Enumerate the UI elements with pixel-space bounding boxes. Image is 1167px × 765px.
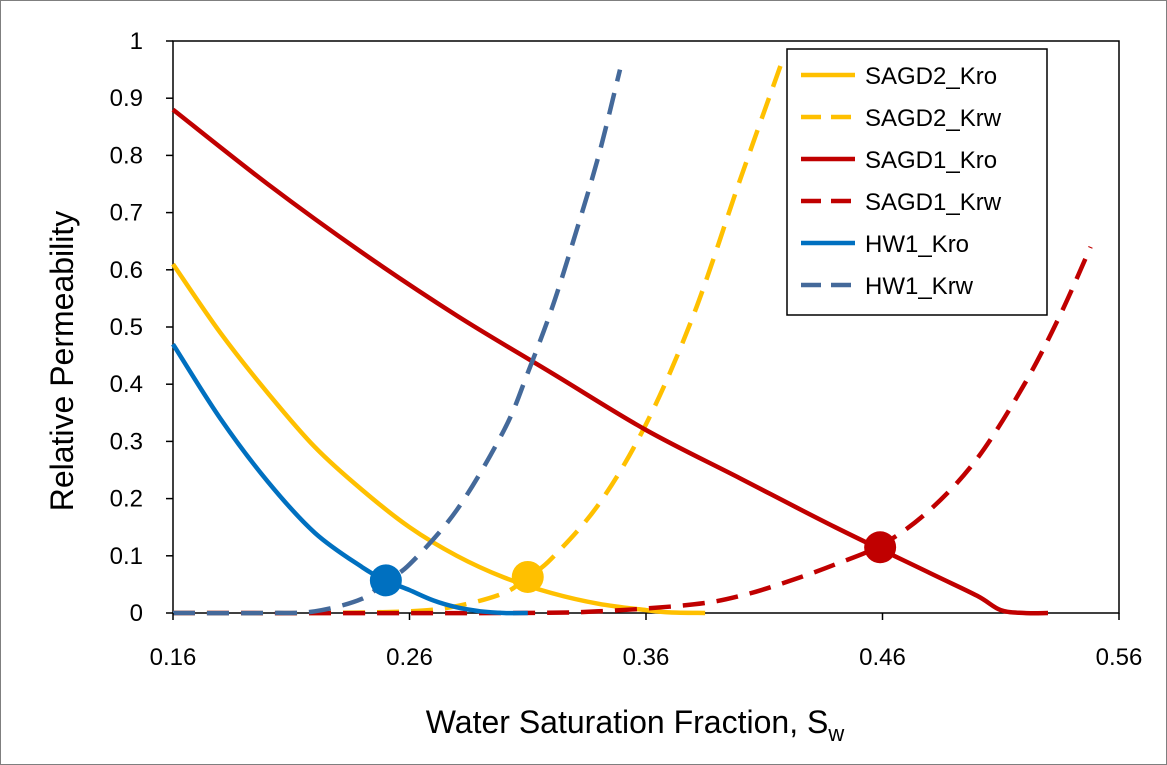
legend-label-hw1-krw: HW1_Krw [865, 273, 974, 300]
crossover-point-marker [864, 531, 897, 564]
y-tick-label: 0.3 [110, 428, 143, 455]
y-tick-label: 0.5 [110, 314, 143, 341]
x-tick-label: 0.36 [623, 644, 670, 671]
x-tick-label: 0.26 [386, 644, 433, 671]
legend-label-sagd1-kro: SAGD1_Kro [865, 147, 997, 174]
legend-label-sagd2-kro: SAGD2_Kro [865, 63, 997, 90]
crossover-point-marker [369, 564, 402, 597]
y-tick-label: 0 [130, 600, 143, 627]
series-line-sagd1-krw [172, 245, 1093, 616]
legend-box [786, 48, 1048, 316]
legend-label-hw1-kro: HW1_Kro [865, 231, 969, 258]
legend-label-sagd2-krw: SAGD2_Krw [865, 105, 1002, 132]
y-axis-title: Relative Permeability [44, 211, 80, 512]
x-tick-label: 0.46 [859, 644, 906, 671]
legend-label-sagd1-krw: SAGD1_Krw [865, 189, 1002, 216]
series-line-hw1-krw [172, 69, 623, 616]
y-tick-label: 0.8 [110, 142, 143, 169]
y-tick-label: 1 [130, 28, 143, 55]
y-tick-label: 0.6 [110, 257, 143, 284]
crossover-point-marker [511, 560, 544, 593]
y-tick-label: 0.7 [110, 200, 143, 227]
x-axis-title: Water Saturation Fraction, Sw [426, 704, 845, 746]
x-axis-title-main: Water Saturation Fraction, S [426, 704, 829, 740]
series-line-sagd2-krw [172, 57, 786, 616]
y-tick-label: 0.1 [110, 543, 143, 570]
x-axis-title-subscript: w [827, 721, 844, 746]
series-line-sagd1-kro [171, 107, 1049, 616]
y-tick-label: 0.4 [110, 371, 143, 398]
x-tick-label: 0.16 [150, 644, 197, 671]
y-tick-label: 0.2 [110, 486, 143, 513]
x-tick-label: 0.56 [1096, 644, 1143, 671]
y-tick-label: 0.9 [110, 85, 143, 112]
series-line-sagd2-kro [171, 262, 706, 616]
